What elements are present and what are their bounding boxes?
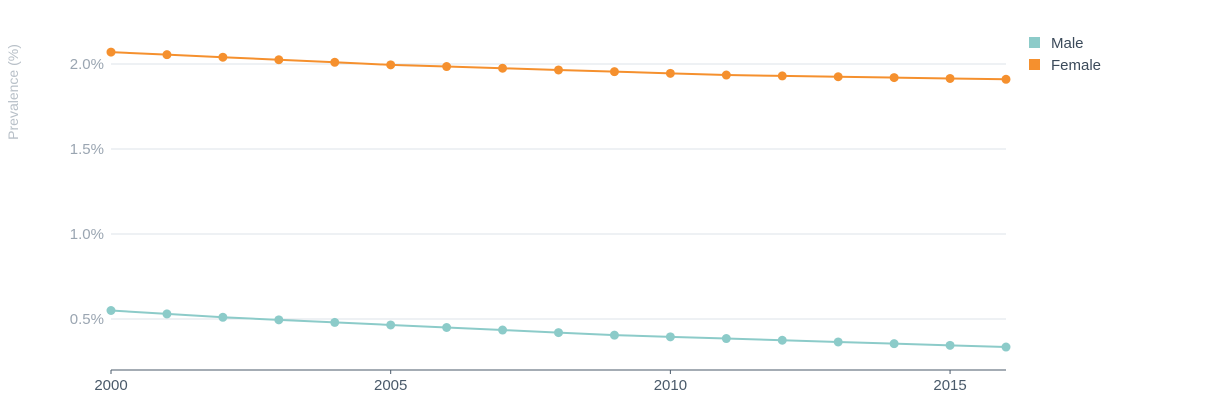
y-axis-title: Prevalence (%) bbox=[5, 44, 21, 140]
data-point[interactable] bbox=[218, 312, 228, 322]
data-point[interactable] bbox=[945, 73, 955, 83]
data-point[interactable] bbox=[386, 320, 396, 330]
x-tick-label: 2005 bbox=[374, 377, 407, 394]
series-female bbox=[106, 47, 1011, 84]
data-point[interactable] bbox=[498, 325, 508, 335]
data-point[interactable] bbox=[1001, 74, 1011, 84]
data-point[interactable] bbox=[554, 65, 563, 75]
legend[interactable]: Male Female bbox=[1029, 35, 1101, 74]
data-point[interactable] bbox=[721, 70, 731, 80]
data-point[interactable] bbox=[330, 57, 340, 67]
y-tick-label: 1.5% bbox=[70, 141, 104, 158]
data-point[interactable] bbox=[777, 335, 787, 345]
data-point[interactable] bbox=[665, 332, 675, 342]
legend-label: Male bbox=[1051, 35, 1084, 52]
data-point[interactable] bbox=[945, 340, 955, 350]
data-point[interactable] bbox=[889, 339, 899, 349]
data-point[interactable] bbox=[330, 317, 340, 327]
x-axis: 2000 2005 2010 2015 bbox=[94, 369, 1006, 394]
y-tick-label: 1.0% bbox=[70, 226, 104, 243]
y-tick-label: 0.5% bbox=[70, 311, 104, 328]
x-tick-label: 2015 bbox=[933, 377, 966, 394]
data-point[interactable] bbox=[386, 60, 396, 70]
series-male bbox=[106, 306, 1011, 352]
data-point[interactable] bbox=[721, 334, 731, 344]
data-point[interactable] bbox=[106, 306, 116, 315]
data-point[interactable] bbox=[162, 309, 172, 319]
data-point[interactable] bbox=[833, 337, 843, 347]
gridlines bbox=[111, 63, 1006, 320]
x-tick-label: 2000 bbox=[94, 377, 127, 394]
legend-label: Female bbox=[1051, 57, 1101, 74]
data-point[interactable] bbox=[609, 67, 619, 77]
legend-swatch bbox=[1029, 59, 1040, 70]
data-point[interactable] bbox=[833, 72, 843, 82]
y-axis: 0.5% 1.0% 1.5% 2.0% bbox=[70, 56, 104, 328]
series-layer bbox=[106, 47, 1011, 352]
data-point[interactable] bbox=[1001, 342, 1011, 352]
data-point[interactable] bbox=[442, 323, 452, 332]
data-point[interactable] bbox=[218, 52, 228, 62]
data-point[interactable] bbox=[106, 47, 116, 57]
y-tick-label: 2.0% bbox=[70, 56, 104, 73]
legend-item-male[interactable]: Male bbox=[1029, 35, 1084, 52]
data-point[interactable] bbox=[554, 328, 563, 338]
data-point[interactable] bbox=[274, 315, 284, 325]
data-point[interactable] bbox=[665, 68, 675, 78]
data-point[interactable] bbox=[609, 330, 619, 340]
data-point[interactable] bbox=[889, 73, 899, 83]
data-point[interactable] bbox=[442, 62, 452, 72]
data-point[interactable] bbox=[498, 63, 508, 73]
x-tick-label: 2010 bbox=[654, 377, 687, 394]
data-point[interactable] bbox=[162, 50, 172, 60]
legend-swatch bbox=[1029, 37, 1040, 48]
legend-item-female[interactable]: Female bbox=[1029, 57, 1101, 74]
data-point[interactable] bbox=[777, 71, 787, 81]
data-point[interactable] bbox=[274, 55, 284, 65]
